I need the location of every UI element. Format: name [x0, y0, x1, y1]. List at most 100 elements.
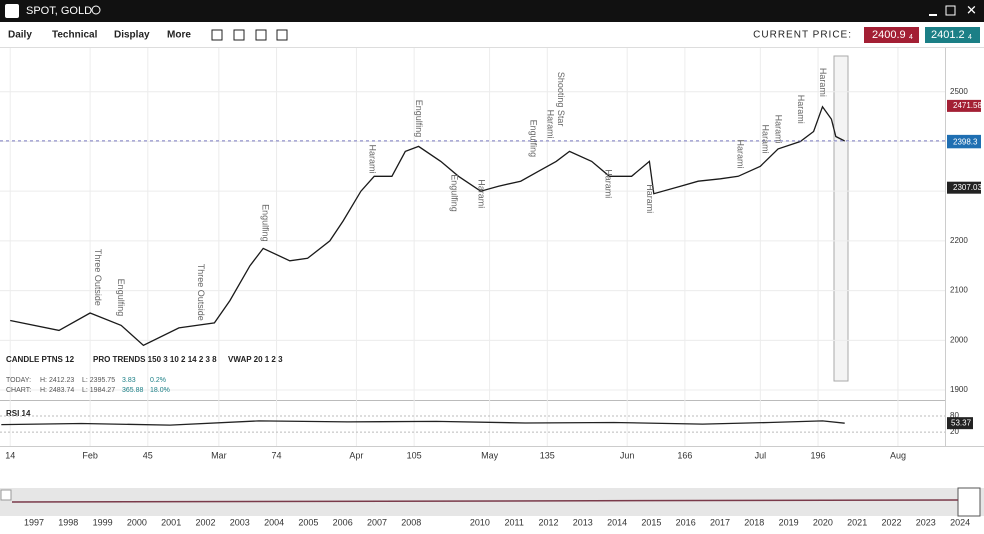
x-tick-label: 135 [540, 450, 555, 460]
menu[interactable]: More [167, 30, 191, 41]
year-label: 2020 [813, 517, 833, 527]
indicator: VWAP 20 1 2 3 [228, 355, 283, 364]
y-tick-label: 2000 [950, 335, 968, 344]
stat: H: 2412.23 [40, 377, 74, 384]
rsi-tick-label: 80 [950, 411, 959, 420]
ask-pip: 4 [968, 34, 972, 41]
stat: 365.88 [122, 387, 144, 394]
pattern-label: Three Outside [93, 249, 103, 306]
x-tick-label: Mar [211, 450, 227, 460]
year-label: 2006 [333, 517, 353, 527]
rsi-tag-label: 53.37 [951, 418, 972, 427]
year-label: 2001 [161, 517, 181, 527]
x-tick-label: 196 [811, 450, 826, 460]
menu[interactable]: Daily [8, 30, 32, 41]
stat: H: 2483.74 [40, 387, 74, 394]
year-label: 2005 [298, 517, 318, 527]
year-label: 2022 [881, 517, 901, 527]
navigator-close[interactable] [0, 489, 12, 501]
zoom-in[interactable] [276, 29, 288, 41]
current-price-label: CURRENT PRICE: [753, 30, 852, 41]
year-label: 2013 [573, 517, 593, 527]
pattern-label: Engulfing [261, 204, 271, 242]
year-label: 2012 [538, 517, 558, 527]
y-tick-label: 2500 [950, 87, 968, 96]
popout[interactable] [945, 5, 956, 16]
x-tick-label: Jun [620, 450, 635, 460]
stat: CHART: [6, 387, 31, 394]
year-label: 2002 [195, 517, 215, 527]
year-label: 2011 [505, 517, 524, 527]
price-axis-border [945, 48, 946, 446]
price-tag [947, 99, 981, 112]
year-label: 2000 [127, 517, 147, 527]
x-tick-label: 105 [407, 450, 422, 460]
price-tag [947, 136, 981, 149]
menu[interactable]: Display [114, 30, 150, 41]
year-label: 2015 [641, 517, 661, 527]
ask-box[interactable] [925, 27, 980, 43]
stat: 0.2% [150, 377, 166, 384]
x-tick-label: 166 [677, 450, 692, 460]
bid-box[interactable] [864, 27, 919, 43]
ask: 2401.2 [931, 29, 965, 41]
year-label: 2014 [607, 517, 627, 527]
date-axis-border [0, 446, 984, 447]
year-label: 2007 [367, 517, 387, 527]
year-label: 2017 [710, 517, 730, 527]
indicator: PRO TRENDS 150 3 10 2 14 2 3 8 [93, 355, 217, 364]
app-icon [5, 4, 19, 18]
stat: 3.83 [122, 377, 136, 384]
x-tick-label: 14 [5, 450, 15, 460]
stat: L: 1984.27 [82, 387, 115, 394]
pattern-label: Harami [736, 139, 746, 168]
navigator-window[interactable] [957, 487, 981, 517]
pane-split [0, 400, 945, 401]
year-label: 1997 [24, 517, 44, 527]
pattern-label: Three Outside [196, 264, 206, 321]
stat: TODAY: [6, 377, 31, 384]
year-label: 2018 [744, 517, 764, 527]
year-label: 2023 [916, 517, 936, 527]
pattern-label: Harami [476, 179, 486, 208]
year-label: 2004 [264, 517, 284, 527]
x-tick-label: May [481, 450, 499, 460]
stat: L: 2395.75 [82, 377, 115, 384]
stat: 18.0% [150, 387, 170, 394]
save[interactable] [233, 29, 245, 41]
x-tick-label: 45 [143, 450, 153, 460]
x-tick-label: Apr [349, 450, 363, 460]
navigator-trace [11, 499, 959, 503]
close[interactable]: ✕ [966, 2, 977, 17]
year-label: 2019 [779, 517, 799, 527]
zoom-out[interactable] [255, 29, 267, 41]
price-line [10, 105, 845, 347]
toolbar [0, 22, 984, 48]
pattern-label: Harami [796, 95, 806, 124]
year-label: 2024 [950, 517, 970, 527]
price-line [1, 420, 845, 426]
price-tag-label: 2398.3 [953, 137, 978, 146]
minimize[interactable] [929, 14, 937, 16]
pattern-label: Engulfing [414, 100, 424, 138]
pattern-label: Harami [774, 115, 784, 144]
open[interactable] [211, 29, 223, 41]
x-tick-label: Feb [82, 450, 98, 460]
year-label: 2021 [847, 517, 867, 527]
pattern-label: Harami [604, 169, 614, 198]
y-tick-label: 2100 [950, 286, 968, 295]
year-label: 1998 [58, 517, 78, 527]
rsi-tag [947, 417, 973, 430]
highlight-range [833, 55, 849, 382]
x-tick-label: Aug [890, 450, 906, 460]
pattern-label: Engulfing [116, 279, 126, 317]
year-label: 1999 [93, 517, 113, 527]
symbol: SPOT, GOLD [26, 5, 92, 17]
price-tag-label: 2307.03 [953, 183, 982, 192]
menu[interactable]: Technical [52, 30, 98, 41]
title-bar [0, 0, 984, 22]
year-label: 2008 [401, 517, 421, 527]
search-icon[interactable] [91, 5, 101, 15]
rsi-tick-label: 20 [950, 427, 959, 436]
